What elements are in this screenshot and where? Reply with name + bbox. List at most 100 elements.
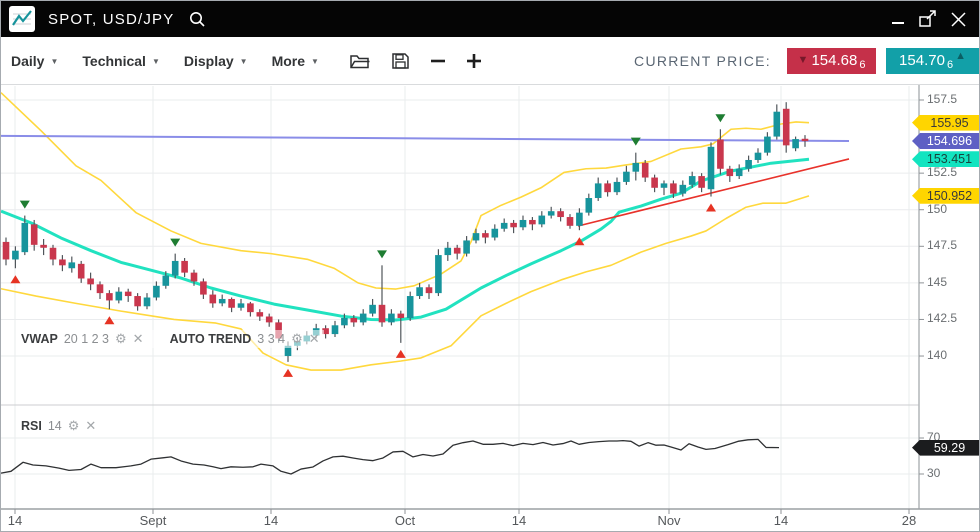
current-price-line <box>1 134 850 143</box>
candle-body <box>425 287 433 294</box>
candle-body <box>416 287 423 297</box>
close-icon[interactable] <box>950 11 967 28</box>
candle-body <box>444 247 452 256</box>
candle-body <box>96 284 104 294</box>
candle-body <box>77 263 85 279</box>
rsi-axis-tick-label: 30 <box>927 466 941 480</box>
sell-signal-triangle <box>377 250 387 259</box>
menu-more[interactable]: More ▼ <box>272 53 319 69</box>
candle-body <box>12 250 19 260</box>
candle-body <box>472 233 480 241</box>
zoom-in-icon[interactable] <box>466 53 482 69</box>
price-chart-canvas[interactable] <box>1 85 980 532</box>
open-folder-icon[interactable] <box>349 52 371 70</box>
buy-signal-triangle <box>283 368 293 377</box>
chevron-down-icon: ▼ <box>151 57 160 66</box>
chevron-down-icon: ▼ <box>50 57 59 66</box>
candle-body <box>40 244 47 248</box>
y-axis-tick-label: 147.5 <box>927 238 958 253</box>
candle-body <box>265 316 273 323</box>
menu-more-label: More <box>271 52 306 69</box>
candle-body <box>754 152 762 160</box>
x-axis-tick-label: 14 <box>511 513 527 528</box>
candle-body <box>566 217 574 226</box>
sell-signal-triangle <box>715 114 726 123</box>
candle-body <box>106 293 113 301</box>
candle-body <box>482 233 489 238</box>
candle-body <box>21 222 29 253</box>
price-badge-vwap: 153.451 <box>912 151 979 168</box>
price-badge-lower-band: 150.952 <box>912 187 979 204</box>
auto-trend-line <box>577 158 850 227</box>
candle-body <box>218 298 226 304</box>
price-badge-upper-band: 155.95 <box>912 114 979 131</box>
candle-body <box>500 222 508 229</box>
candle-body <box>547 211 555 216</box>
candle-body <box>247 303 254 313</box>
candle-body <box>331 325 339 335</box>
zoom-out-icon[interactable] <box>430 53 446 69</box>
candle-body <box>670 183 677 194</box>
toolbar: Daily ▼ Technical ▼ Display ▼ More ▼ <box>1 37 979 85</box>
candle-body <box>435 255 442 294</box>
bollinger-upper-line <box>1 92 810 290</box>
y-axis-tick-label: 157.5 <box>927 92 958 106</box>
candle-body <box>256 312 264 317</box>
candle-body <box>181 260 188 273</box>
candle-body <box>190 272 198 282</box>
ask-pip-digit: 6 <box>946 58 954 71</box>
candle-body <box>529 219 536 225</box>
gear-icon[interactable]: ⚙ <box>291 331 303 346</box>
buy-signal-triangle <box>10 275 21 284</box>
sell-signal-triangle <box>19 200 30 209</box>
price-up-arrow-icon: ▲ <box>955 50 966 62</box>
candle-body <box>369 304 376 314</box>
price-down-arrow-icon: ▼ <box>797 54 809 66</box>
candle-body <box>538 215 546 225</box>
candle-body <box>782 108 790 146</box>
candle-body <box>49 247 57 260</box>
menu-display[interactable]: Display ▼ <box>184 53 248 69</box>
x-axis-tick-label: 14 <box>263 513 279 528</box>
rsi-line <box>1 438 780 475</box>
candle-body <box>651 177 658 188</box>
candle-body <box>134 296 141 307</box>
close-icon[interactable]: ✕ <box>85 418 97 433</box>
candle-body <box>200 281 207 295</box>
close-icon[interactable]: ✕ <box>132 331 144 346</box>
candle-body <box>378 304 386 323</box>
ask-price-badge[interactable]: 154.70 6 ▲ <box>886 47 979 74</box>
y-axis-tick-label: 150 <box>927 201 948 216</box>
gear-icon[interactable]: ⚙ <box>67 418 80 433</box>
candle-body <box>604 183 611 193</box>
search-icon[interactable] <box>188 10 206 28</box>
bollinger-lower-line <box>1 195 810 371</box>
main-indicator-legend: VWAP 20 1 2 3 ⚙ ✕ AUTO TREND 3 3 4 ⚙ ✕ <box>17 330 324 348</box>
candle-body <box>397 313 405 318</box>
menu-technical[interactable]: Technical ▼ <box>82 53 159 69</box>
gear-icon[interactable]: ⚙ <box>115 331 127 346</box>
menu-daily[interactable]: Daily ▼ <box>11 53 58 69</box>
buy-signal-triangle <box>706 203 716 212</box>
ask-price-value: 154.70 <box>899 52 945 69</box>
candle-body <box>585 198 593 213</box>
x-axis-tick-label: 14 <box>773 513 789 528</box>
y-axis-tick-label: 145 <box>927 274 948 289</box>
candle-body <box>237 303 245 308</box>
y-axis-tick-label: 140 <box>927 348 948 363</box>
candle-body <box>491 228 499 238</box>
candle-body <box>632 162 640 172</box>
candle-body <box>698 176 705 188</box>
popout-icon[interactable] <box>918 10 938 28</box>
save-icon[interactable] <box>391 52 410 70</box>
chevron-down-icon: ▼ <box>311 57 319 66</box>
close-icon[interactable]: ✕ <box>308 331 320 346</box>
window-title: SPOT, USD/JPY <box>48 10 175 28</box>
candle-body <box>388 313 395 323</box>
x-axis-tick-label: Oct <box>394 513 416 528</box>
minimize-icon[interactable] <box>890 11 906 27</box>
candle-body <box>773 111 781 137</box>
bid-price-badge[interactable]: ▼ 154.68 6 <box>787 47 876 74</box>
rsi-params: 14 <box>47 419 62 433</box>
